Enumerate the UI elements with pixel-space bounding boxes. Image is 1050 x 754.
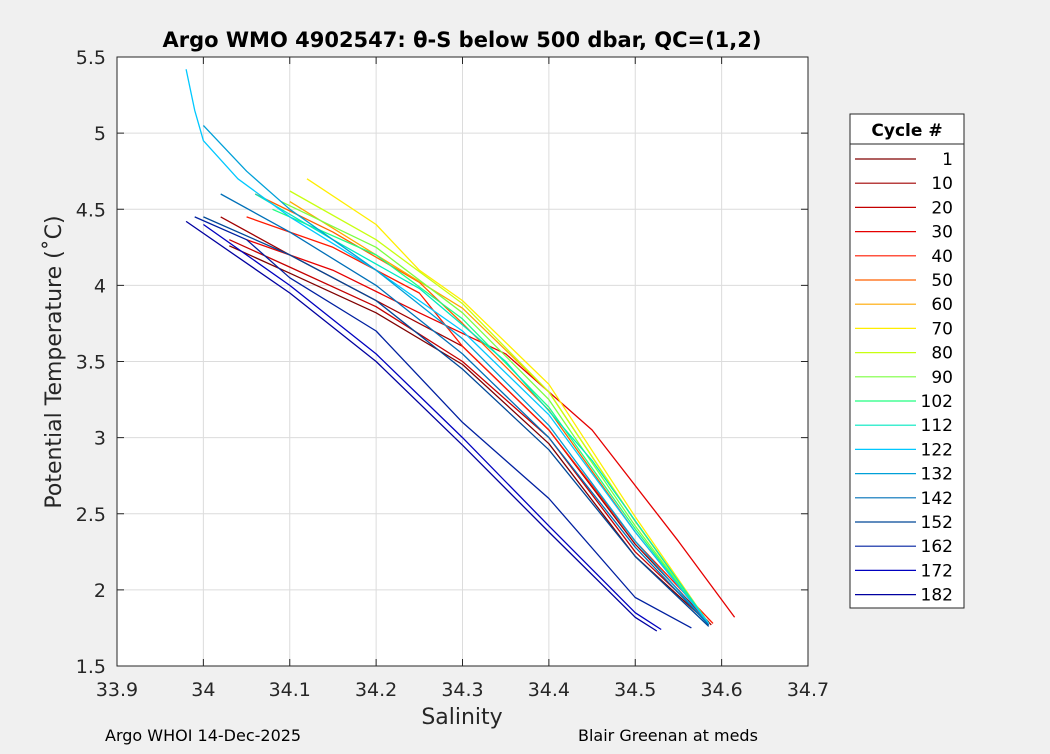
legend-label: 20 bbox=[931, 198, 953, 218]
y-tick-label: 2 bbox=[94, 580, 106, 602]
legend-label: 172 bbox=[921, 561, 953, 581]
x-tick-label: 34.7 bbox=[787, 679, 829, 701]
x-tick-label: 34.6 bbox=[700, 679, 742, 701]
legend-label: 90 bbox=[931, 368, 953, 388]
y-tick-label: 5 bbox=[94, 123, 106, 145]
footer-left: Argo WHOI 14-Dec-2025 bbox=[105, 726, 301, 745]
legend-box bbox=[849, 113, 965, 609]
legend-label: 112 bbox=[921, 416, 953, 436]
legend-label: 40 bbox=[931, 247, 953, 267]
legend-label: 30 bbox=[931, 223, 953, 243]
legend-entries: 1 10 20 30 40 50 60 70 80 90 102 112 122 132 142 152 162… bbox=[855, 150, 953, 606]
legend-label: 1 bbox=[942, 150, 953, 170]
legend-label: 60 bbox=[931, 295, 953, 315]
series-line bbox=[203, 216, 710, 627]
legend: Cycle # 11020304050607080901021121221321… bbox=[849, 113, 965, 609]
y-tick-label: 1.5 bbox=[76, 656, 106, 678]
chart-title: Argo WMO 4902547: θ-S below 500 dbar, QC… bbox=[163, 28, 762, 52]
y-tick-label: 4 bbox=[94, 275, 106, 297]
legend-label: 162 bbox=[921, 537, 953, 557]
series-line bbox=[194, 216, 692, 629]
legend-label: 80 bbox=[931, 344, 953, 364]
x-tick-label: 34.4 bbox=[528, 679, 570, 701]
series-line bbox=[185, 69, 710, 624]
x-axis-label: Salinity bbox=[421, 705, 502, 730]
series-line bbox=[229, 239, 710, 623]
x-tick-label: 34.1 bbox=[269, 679, 311, 701]
legend-label: 152 bbox=[921, 513, 953, 533]
legend-label: 10 bbox=[931, 174, 953, 194]
y-tick-label: 3.5 bbox=[76, 352, 106, 374]
x-axis: 33.9 34 34.1 34.2 34.3 34.4 34.5 34.6 34.7 bbox=[96, 57, 829, 701]
x-tick-label: 33.9 bbox=[96, 679, 138, 701]
x-tick-label: 34.3 bbox=[441, 679, 483, 701]
x-tick-label: 34 bbox=[191, 679, 215, 701]
legend-label: 142 bbox=[921, 489, 953, 509]
series-line bbox=[185, 220, 658, 632]
x-tick-label: 34.5 bbox=[614, 679, 656, 701]
legend-label: 50 bbox=[931, 271, 953, 291]
legend-label: 182 bbox=[921, 586, 953, 606]
series-line bbox=[306, 178, 710, 624]
series-line bbox=[280, 201, 710, 624]
legend-label: 70 bbox=[931, 319, 953, 339]
series-line bbox=[202, 125, 710, 626]
footer-right: Blair Greenan at meds bbox=[578, 726, 758, 745]
y-tick-label: 3 bbox=[94, 428, 106, 450]
x-tick-label: 34.2 bbox=[355, 679, 397, 701]
y-axis: 1.5 2 2.5 3 3.5 4 4.5 5 5.5 bbox=[76, 47, 808, 678]
series-line bbox=[254, 193, 710, 624]
legend-title: Cycle # bbox=[871, 121, 942, 141]
y-tick-label: 5.5 bbox=[76, 47, 106, 69]
legend-label: 122 bbox=[921, 440, 953, 460]
series-lines bbox=[185, 69, 736, 632]
y-tick-label: 4.5 bbox=[76, 199, 106, 221]
legend-label: 102 bbox=[921, 392, 953, 412]
series-line bbox=[246, 239, 736, 618]
series-line bbox=[203, 223, 662, 631]
series-line bbox=[220, 193, 710, 626]
y-tick-label: 2.5 bbox=[76, 504, 106, 526]
y-axis-label: Potential Temperature (˚C) bbox=[42, 215, 67, 508]
series-line bbox=[272, 208, 710, 624]
legend-label: 132 bbox=[921, 465, 953, 485]
